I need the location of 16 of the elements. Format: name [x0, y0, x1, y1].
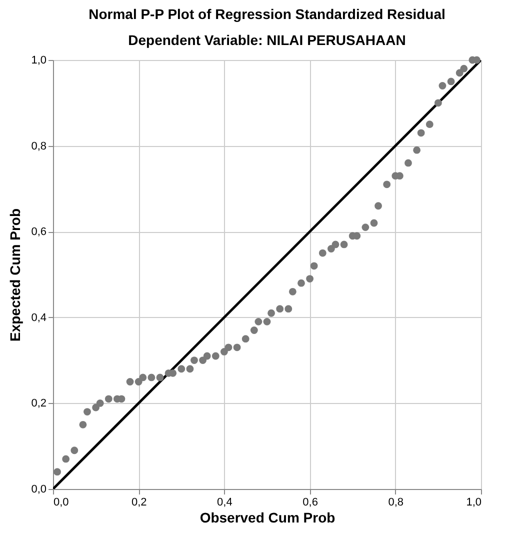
- x-tick-label: 1,0: [466, 496, 482, 508]
- x-tick-label: 0,4: [217, 496, 232, 508]
- x-tick-label: 0,8: [388, 496, 404, 508]
- y-tick-label: 1,0: [31, 54, 46, 66]
- y-tick-label: 0,0: [31, 484, 46, 496]
- x-axis-title: Observed Cum Prob: [200, 510, 336, 526]
- x-tick-label: 0,6: [302, 496, 318, 508]
- y-tick-label: 0,4: [31, 312, 46, 324]
- y-axis-title: Expected Cum Prob: [7, 208, 24, 342]
- chart-title: Normal P-P Plot of Regression Standardized Residual: [88, 6, 446, 22]
- chart-subtitle: Dependent Variable: NILAI PERUSAHAAN: [128, 32, 406, 48]
- y-tick-label: 0,2: [31, 398, 46, 410]
- y-tick-label: 0,6: [31, 226, 46, 238]
- x-tick-label: 0,0: [54, 496, 69, 508]
- y-tick-label: 0,8: [31, 140, 46, 152]
- x-tick-label: 0,2: [131, 496, 147, 508]
